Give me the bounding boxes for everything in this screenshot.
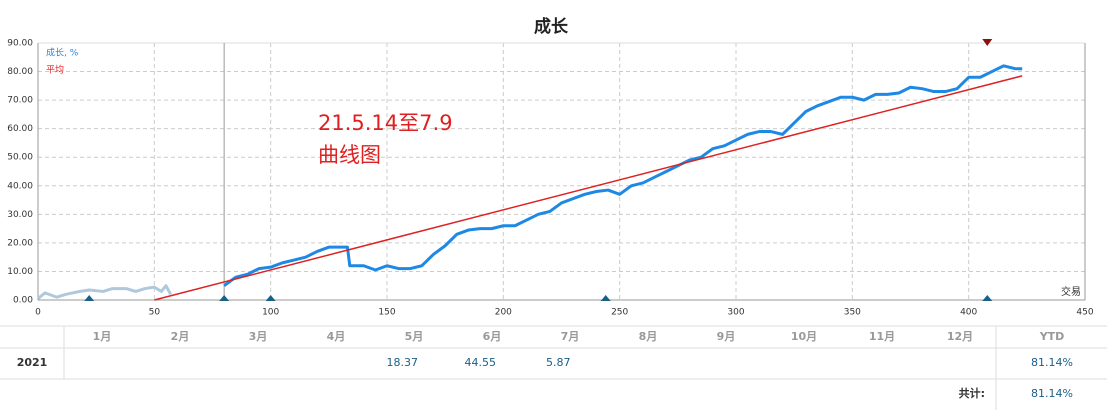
legend-entry: 平均 <box>46 64 64 76</box>
y-tick-label: 70.00 <box>7 96 33 106</box>
month-value: 5.87 <box>546 356 571 369</box>
chart-title: 成长 <box>534 16 569 37</box>
event-marker <box>219 295 230 301</box>
month-header: 12月 <box>947 330 973 343</box>
y-tick-label: 0.00 <box>13 296 33 306</box>
x-tick-label: 450 <box>1076 308 1093 318</box>
y-tick-label: 90.00 <box>7 39 33 49</box>
series-line <box>154 75 1023 301</box>
annotation: 曲线图 <box>318 143 381 167</box>
event-marker <box>84 295 95 301</box>
total-label: 共计: <box>959 386 985 400</box>
month-header: 4月 <box>327 330 346 343</box>
month-header: 7月 <box>561 330 580 343</box>
event-marker <box>982 295 993 301</box>
event-marker <box>982 39 993 46</box>
month-header: 2月 <box>171 330 190 343</box>
month-header: 11月 <box>869 330 895 343</box>
series-line <box>223 64 1023 287</box>
series-line <box>37 284 172 300</box>
ytd-value: 81.14% <box>1031 356 1073 369</box>
month-header: 5月 <box>405 330 424 343</box>
x-tick-label: 0 <box>35 308 41 318</box>
x-tick-label: 400 <box>960 308 977 318</box>
y-tick-label: 30.00 <box>7 210 33 220</box>
month-header: 1月 <box>93 330 112 343</box>
year-label: 2021 <box>17 356 48 369</box>
month-value: 18.37 <box>387 356 419 369</box>
x-tick-label: 300 <box>727 308 744 318</box>
x-tick-label: 200 <box>495 308 512 318</box>
x-tick-label: 350 <box>844 308 861 318</box>
ytd-header: YTD <box>1039 330 1065 343</box>
month-header: 3月 <box>249 330 268 343</box>
x-tick-label: 250 <box>611 308 628 318</box>
event-marker <box>265 295 276 301</box>
month-header: 6月 <box>483 330 502 343</box>
y-tick-label: 50.00 <box>7 153 33 163</box>
x-axis-label: 交易 <box>1061 285 1081 298</box>
annotation: 21.5.14至7.9 <box>318 111 453 135</box>
month-value: 44.55 <box>465 356 497 369</box>
total-value: 81.14% <box>1031 387 1073 400</box>
y-tick-label: 40.00 <box>7 181 33 191</box>
y-tick-label: 80.00 <box>7 67 33 77</box>
y-tick-label: 10.00 <box>7 267 33 277</box>
y-tick-label: 20.00 <box>7 238 33 248</box>
legend-entry: 成长, % <box>46 47 79 59</box>
x-tick-label: 50 <box>149 308 161 318</box>
month-header: 8月 <box>639 330 658 343</box>
month-header: 9月 <box>717 330 736 343</box>
x-tick-label: 100 <box>262 308 279 318</box>
y-tick-label: 60.00 <box>7 124 33 134</box>
month-header: 10月 <box>791 330 817 343</box>
event-marker <box>600 295 611 301</box>
x-tick-label: 150 <box>378 308 395 318</box>
